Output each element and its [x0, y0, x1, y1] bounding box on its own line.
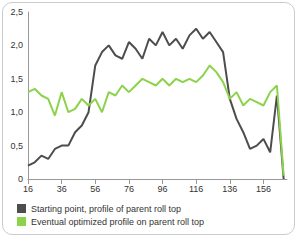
svg-text:1,5: 1,5 [10, 74, 23, 84]
svg-text:0,5: 0,5 [10, 141, 23, 151]
svg-text:2,5: 2,5 [10, 7, 23, 17]
svg-text:2,0: 2,0 [10, 40, 23, 50]
svg-text:136: 136 [222, 184, 237, 194]
svg-text:76: 76 [124, 184, 134, 194]
svg-text:Starting point, profile of par: Starting point, profile of parent roll t… [31, 204, 181, 214]
svg-text:Eventual optimized profile on: Eventual optimized profile on parent rol… [31, 217, 204, 227]
svg-text:116: 116 [189, 184, 203, 194]
svg-text:156: 156 [256, 184, 271, 194]
svg-text:56: 56 [90, 184, 100, 194]
svg-text:16: 16 [23, 184, 33, 194]
svg-text:1,0: 1,0 [10, 107, 23, 117]
svg-text:96: 96 [158, 184, 168, 194]
svg-text:0: 0 [18, 174, 23, 184]
svg-text:36: 36 [57, 184, 67, 194]
